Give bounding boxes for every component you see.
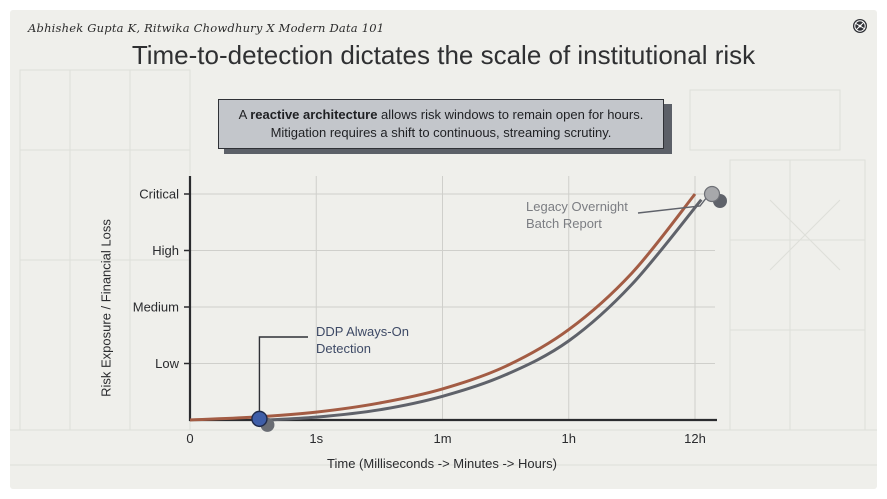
y-tick-label: Critical (139, 187, 179, 202)
author-credit: Abhishek Gupta K, Ritwika Chowdhury X Mo… (28, 21, 385, 35)
y-tick-label: Low (155, 356, 179, 371)
background-sketch (10, 69, 877, 466)
legacy-annotation-label: Legacy Overnight Batch Report (526, 198, 628, 232)
ddp-annotation-line-1: DDP Always-On (316, 324, 409, 339)
callout-line-2: Mitigation requires a shift to continuou… (270, 125, 612, 140)
x-tick-label: 1m (433, 431, 451, 446)
x-tick-label: 1s (309, 431, 323, 446)
legacy-annotation-line-2: Batch Report (526, 216, 602, 231)
y-tick-label: Medium (133, 300, 179, 315)
x-tick-label: 0 (186, 431, 193, 446)
callout-line1-rest: allows risk windows to remain open for h… (377, 107, 644, 122)
callout-box: A reactive architecture allows risk wind… (218, 99, 664, 149)
slide: Abhishek Gupta K, Ritwika Chowdhury X Mo… (10, 10, 877, 489)
x-tick-label: 12h (684, 431, 706, 446)
ddp-marker (251, 410, 268, 428)
risk-chart: Low Medium High Critical 0 1s 1m 1h 12h (133, 176, 727, 446)
network-globe-icon (853, 19, 867, 33)
x-tick-label: 1h (562, 431, 576, 446)
callout-prefix: A (238, 107, 251, 122)
callout-line-1: A reactive architecture allows risk wind… (219, 106, 663, 124)
legacy-leader-line (637, 196, 708, 214)
ddp-annotation-label: DDP Always-On Detection (316, 323, 409, 357)
reactive-curve (189, 193, 697, 422)
streaming-curve (265, 198, 703, 422)
x-axis-title: Time (Milliseconds -> Minutes -> Hours) (327, 456, 557, 471)
y-axis-title: Risk Exposure / Financial Loss (98, 219, 114, 397)
legacy-marker (703, 185, 721, 203)
legacy-annotation-line-1: Legacy Overnight (526, 199, 628, 214)
ddp-leader-line (258, 336, 308, 411)
callout-bold: reactive architecture (250, 107, 378, 122)
y-tick-label: High (152, 243, 179, 258)
page-title: Time-to-detection dictates the scale of … (131, 40, 756, 70)
ddp-annotation-line-2: Detection (316, 341, 371, 356)
